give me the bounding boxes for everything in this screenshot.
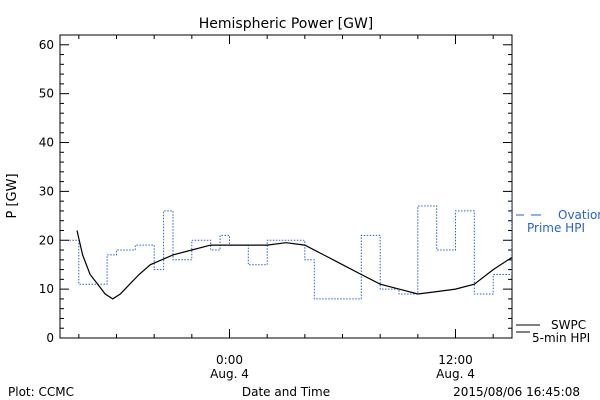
ovation-legend-label-2: Prime HPI xyxy=(527,221,585,235)
y-tick-label: 10 xyxy=(39,282,54,296)
ovation-prime-series-line xyxy=(69,171,512,300)
y-tick-label: 20 xyxy=(39,233,54,247)
x-tick-time-label: 0:00 xyxy=(216,353,243,367)
chart-title: Hemispheric Power [GW] xyxy=(199,16,374,32)
y-tick-label: 40 xyxy=(39,136,54,150)
y-tick-label: 50 xyxy=(39,87,54,101)
swpc-series-line xyxy=(76,230,512,300)
plot-credit: Plot: CCMC xyxy=(8,385,74,399)
x-tick-date-label: Aug. 4 xyxy=(436,367,475,381)
y-tick-label: 30 xyxy=(39,184,54,198)
y-axis: 0 10 20 30 40 50 60 xyxy=(39,34,512,345)
x-tick-date-label: Aug. 4 xyxy=(210,367,249,381)
swpc-legend-label-2: 5-min HPI xyxy=(532,331,590,345)
y-tick-label: 60 xyxy=(39,38,54,52)
plot-timestamp: 2015/08/06 16:45:08 xyxy=(453,385,580,399)
ovation-legend-label-1: Ovation xyxy=(558,208,600,222)
y-axis-label: P [GW] xyxy=(5,173,20,218)
swpc-legend-label-1: SWPC xyxy=(551,318,586,332)
x-axis-label: Date and Time xyxy=(242,385,330,399)
y-tick-label: 0 xyxy=(46,331,54,345)
x-tick-time-label: 12:00 xyxy=(438,353,473,367)
plot-frame xyxy=(59,34,513,339)
